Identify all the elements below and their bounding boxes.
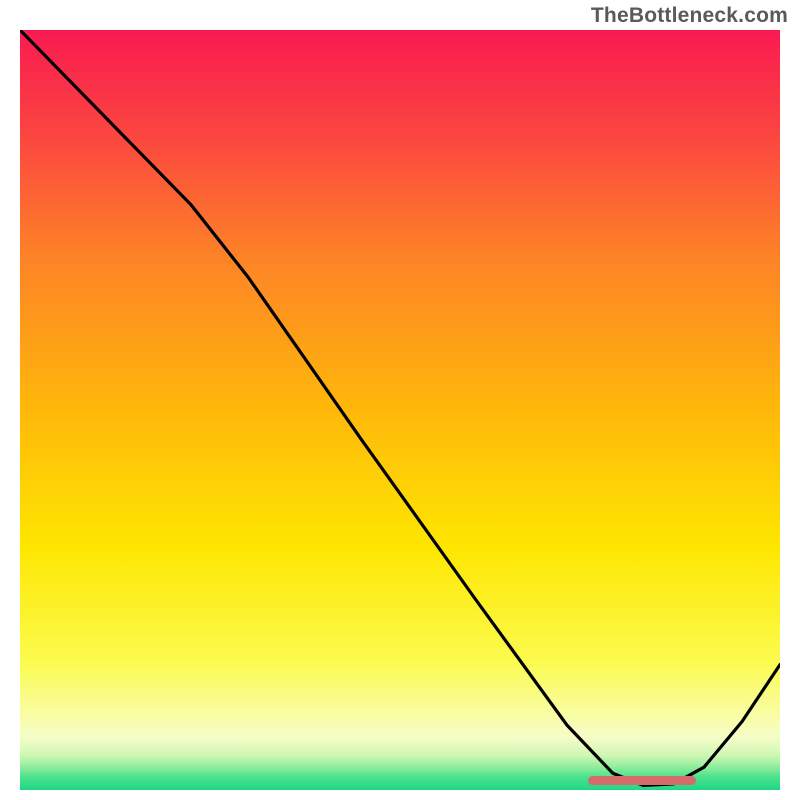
plot-area [20, 30, 780, 790]
chart-container: TheBottleneck.com [0, 0, 800, 800]
curve-svg [20, 30, 780, 790]
optimal-range-marker [588, 776, 696, 784]
bottleneck-curve [20, 30, 780, 785]
watermark-text: TheBottleneck.com [591, 4, 788, 28]
